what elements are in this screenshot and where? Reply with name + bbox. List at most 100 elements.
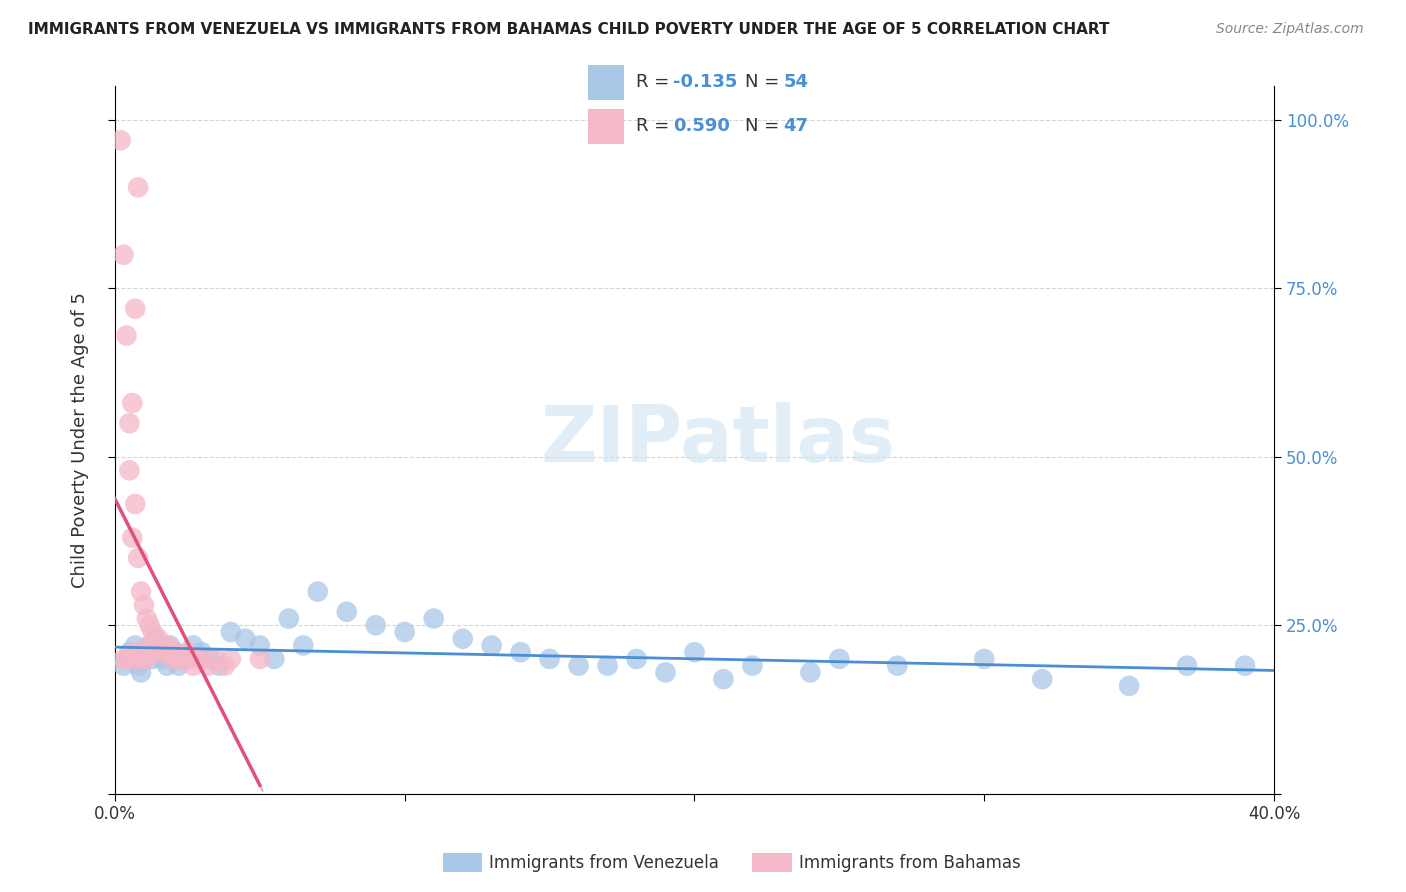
Point (127, 180, 149, 194)
Text: N =: N = (745, 73, 785, 91)
Point (219, 652, 242, 666)
Point (654, 665, 676, 680)
Point (132, 652, 155, 666)
Point (138, 639, 160, 653)
Point (886, 658, 908, 673)
Point (150, 652, 173, 666)
Text: ZIPatlas: ZIPatlas (540, 402, 896, 478)
Text: R =: R = (636, 118, 675, 136)
Point (307, 584, 329, 599)
Point (191, 645, 214, 659)
Point (422, 611, 444, 625)
Point (124, 652, 146, 666)
Point (277, 611, 299, 625)
Point (191, 652, 214, 666)
Point (129, 584, 152, 599)
Point (1118, 679, 1140, 693)
Point (153, 645, 176, 659)
Point (153, 645, 176, 659)
Point (132, 645, 155, 659)
Point (145, 632, 167, 646)
Point (165, 645, 187, 659)
Point (165, 645, 187, 659)
Point (481, 639, 503, 653)
Point (124, 301, 146, 316)
Point (200, 652, 222, 666)
Point (567, 658, 589, 673)
Point (263, 652, 285, 666)
Point (135, 652, 157, 666)
FancyBboxPatch shape (588, 109, 624, 145)
Point (115, 652, 138, 666)
Point (121, 396, 143, 410)
Point (129, 665, 152, 680)
Point (249, 639, 271, 653)
Point (394, 625, 416, 640)
Point (538, 652, 561, 666)
Point (142, 652, 165, 666)
Point (509, 645, 531, 659)
Point (121, 652, 143, 666)
Point (135, 611, 157, 625)
Text: R =: R = (636, 73, 675, 91)
Point (142, 625, 165, 640)
Point (112, 658, 135, 673)
Point (799, 665, 821, 680)
Point (118, 652, 141, 666)
Point (124, 639, 146, 653)
Point (115, 328, 138, 343)
Point (336, 605, 359, 619)
Point (124, 497, 146, 511)
Point (118, 416, 141, 430)
Point (148, 632, 170, 646)
Point (167, 658, 190, 673)
Point (148, 639, 170, 653)
Text: Immigrants from Bahamas: Immigrants from Bahamas (799, 854, 1021, 871)
Point (135, 645, 157, 659)
Point (741, 658, 763, 673)
Y-axis label: Child Poverty Under the Age of 5: Child Poverty Under the Age of 5 (72, 292, 89, 588)
Point (145, 639, 167, 653)
Point (159, 645, 181, 659)
Point (713, 672, 735, 686)
Point (121, 531, 143, 545)
Point (118, 645, 141, 659)
Point (197, 658, 219, 673)
Text: -0.135: -0.135 (673, 73, 738, 91)
Point (219, 625, 242, 640)
Text: 54: 54 (783, 73, 808, 91)
Point (626, 652, 648, 666)
Point (596, 658, 619, 673)
Point (156, 639, 179, 653)
Point (148, 645, 170, 659)
FancyBboxPatch shape (588, 64, 624, 100)
Point (170, 652, 193, 666)
Point (112, 248, 135, 262)
Point (184, 652, 207, 666)
Point (138, 639, 160, 653)
Point (110, 133, 132, 147)
Point (167, 652, 190, 666)
Point (1031, 672, 1053, 686)
Text: Immigrants from Venezuela: Immigrants from Venezuela (489, 854, 718, 871)
Point (233, 632, 256, 646)
Point (156, 658, 179, 673)
Point (138, 618, 160, 632)
Point (451, 632, 474, 646)
Point (129, 652, 152, 666)
Point (249, 652, 271, 666)
Point (292, 639, 315, 653)
Point (1234, 658, 1257, 673)
Point (162, 652, 184, 666)
Point (142, 645, 165, 659)
Point (112, 652, 135, 666)
Text: Source: ZipAtlas.com: Source: ZipAtlas.com (1216, 22, 1364, 37)
Point (205, 652, 228, 666)
Point (214, 658, 236, 673)
Point (683, 645, 706, 659)
Point (181, 658, 204, 673)
Point (828, 652, 851, 666)
Point (1175, 658, 1198, 673)
Point (127, 550, 149, 565)
Point (176, 652, 198, 666)
